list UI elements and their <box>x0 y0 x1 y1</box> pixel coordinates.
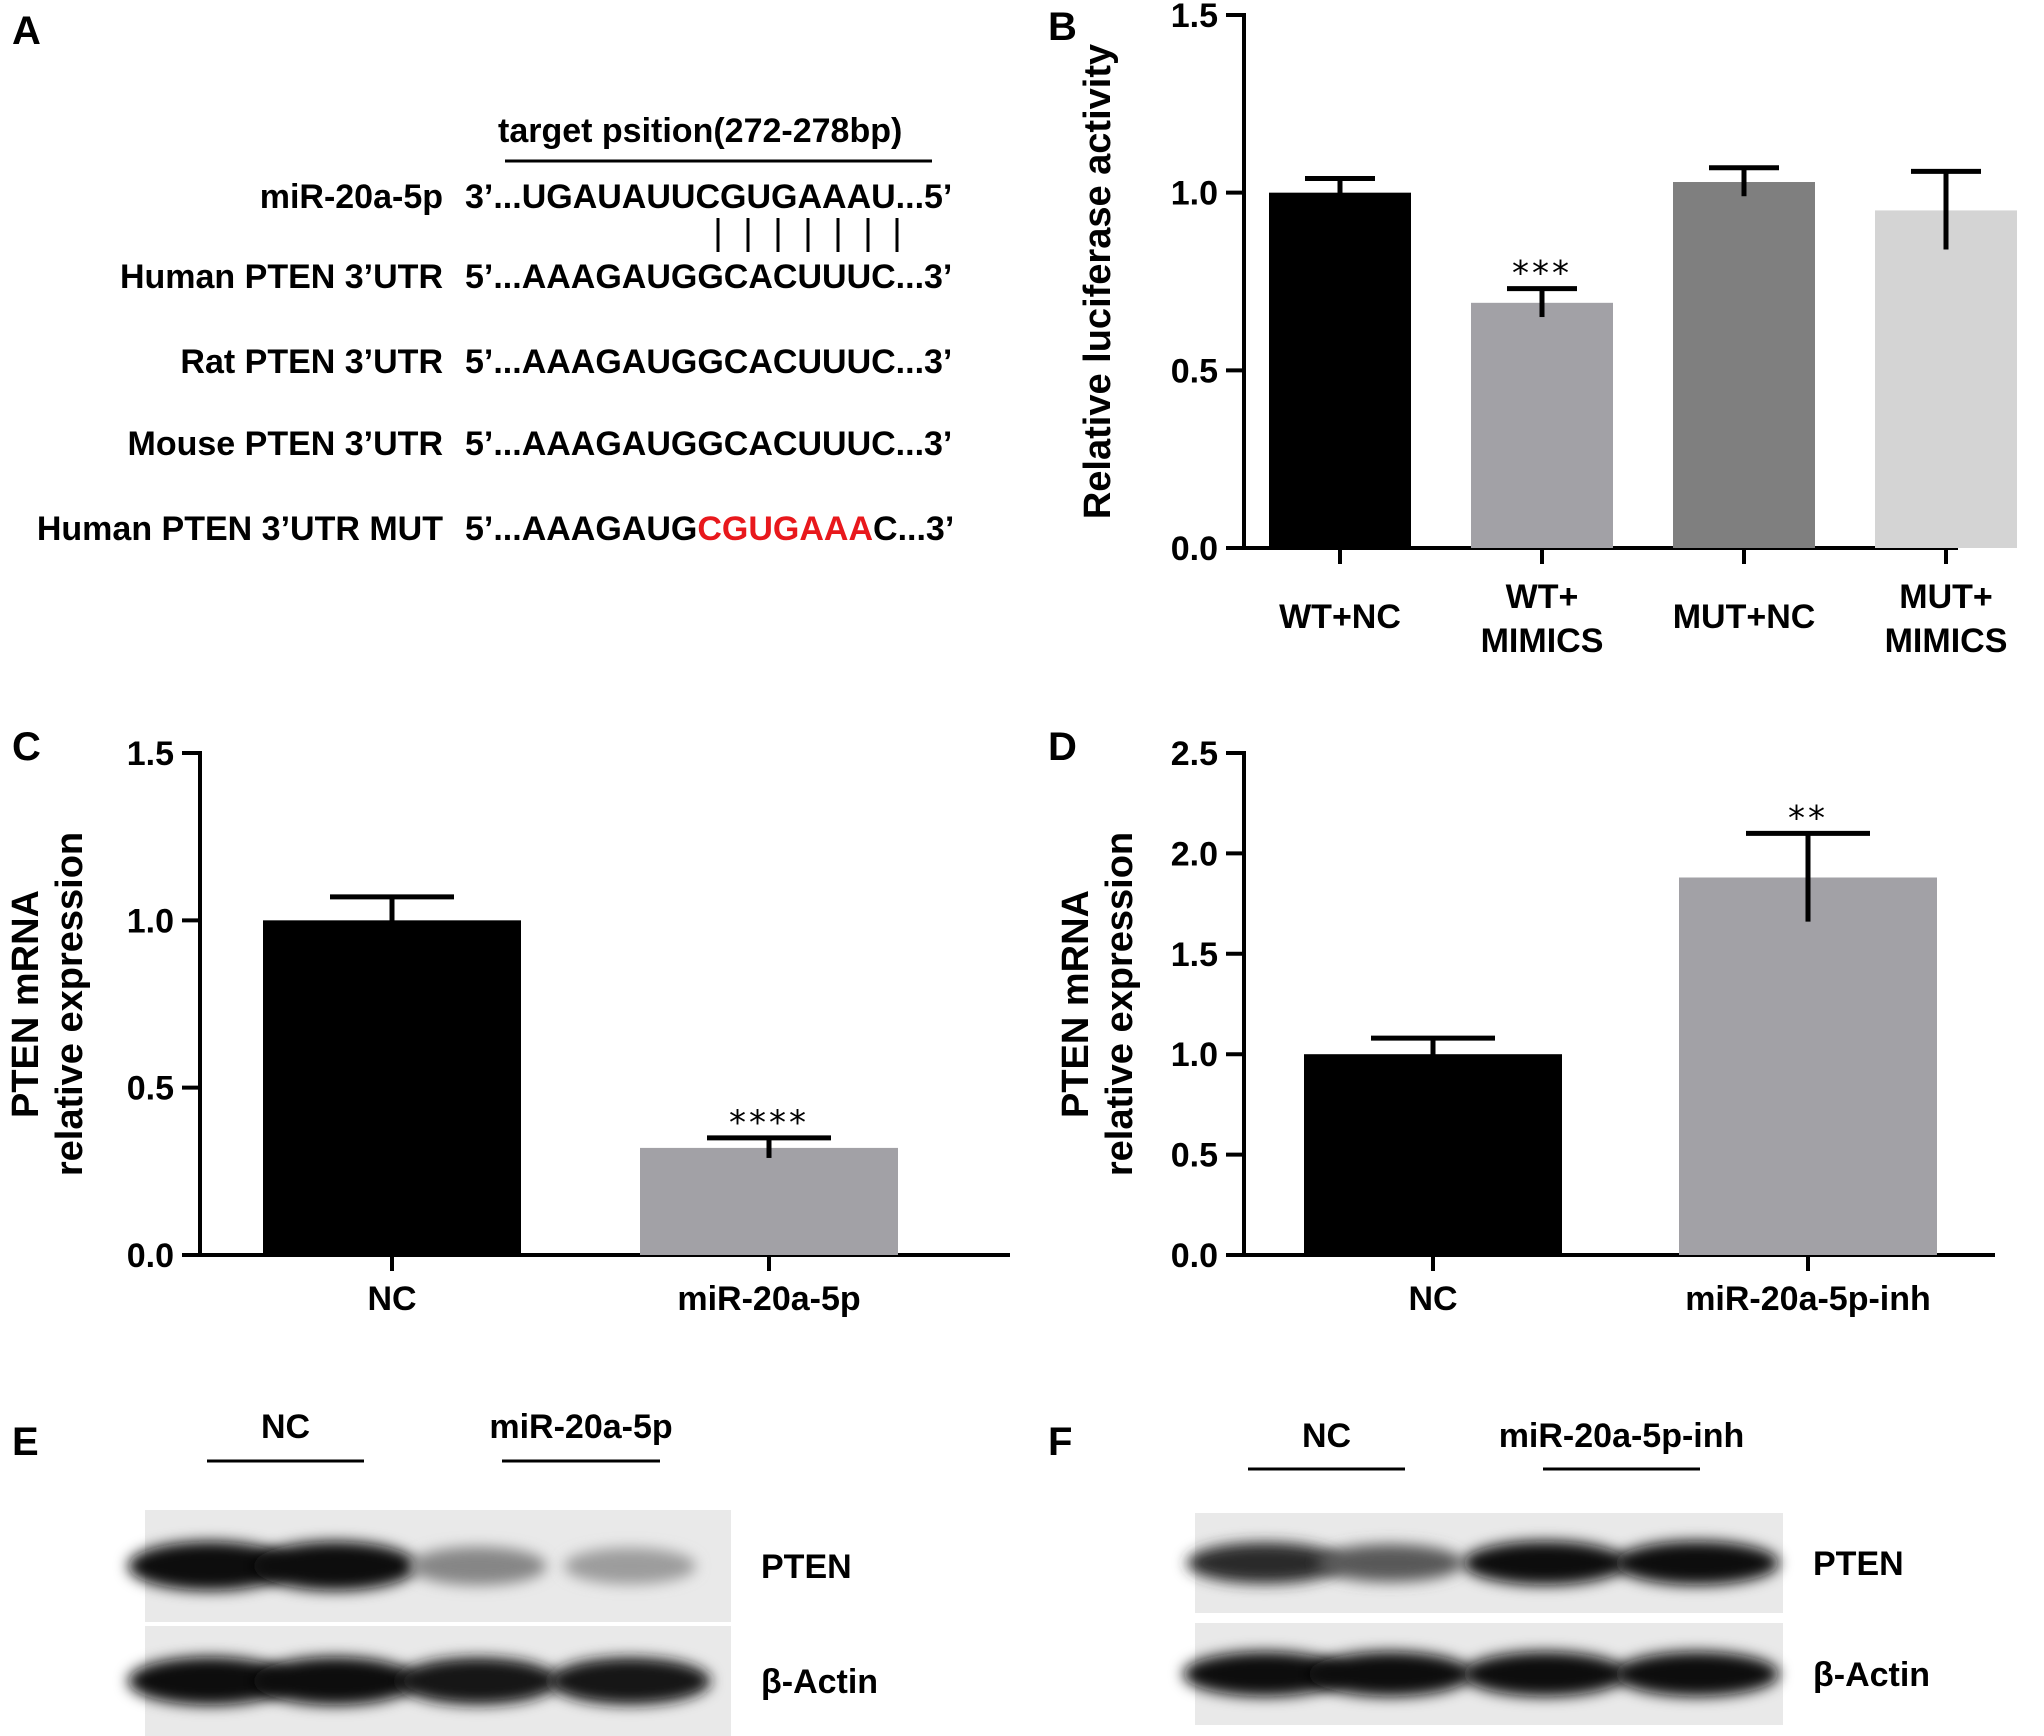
y-tick-label: 2.0 <box>1171 835 1218 873</box>
mutated-bases: CGUGAAA <box>697 510 873 548</box>
bar <box>640 1147 898 1255</box>
blot-band <box>128 1656 292 1706</box>
row-seq-mouse: 5’...AAAGAUGGCACUUUC...3’ <box>465 425 952 463</box>
bar <box>1679 877 1937 1255</box>
y-tick-label: 0.0 <box>1171 530 1218 568</box>
blot-band <box>1615 1541 1779 1585</box>
y-tick-label: 1.0 <box>127 902 174 940</box>
y-tick-label: 0.5 <box>127 1070 174 1108</box>
category-label: WT+NC <box>1279 598 1401 636</box>
blot-band-label: PTEN <box>761 1548 852 1586</box>
blot-group-label: NC <box>261 1408 310 1446</box>
y-axis-label: Relative luciferase activity <box>1077 44 1119 519</box>
chart-b-luciferase: 0.0 0.5 1.0 1.5 Relative luciferase activity… <box>1077 0 2017 660</box>
row-seq-human: 5’...AAAGAUGGCACUUUC...3’ <box>465 258 952 296</box>
row-seq-rat: 5’...AAAGAUGGCACUUUC...3’ <box>465 343 952 381</box>
panel-letter-c: C <box>12 725 41 769</box>
significance-marker: *** <box>1512 254 1572 294</box>
panel-a-sequence-alignment: target psition(272-278bp) miR-20a-5p 3’.… <box>37 112 954 548</box>
category-label: NC <box>367 1280 416 1318</box>
y-tick-label: 0.5 <box>1171 352 1218 390</box>
panel-letter-f: F <box>1048 1420 1072 1464</box>
blot-band <box>549 1657 711 1705</box>
blot-band <box>1316 1544 1464 1582</box>
y-axis-label: relative expression <box>1099 832 1141 1176</box>
row-name-human: Human PTEN 3’UTR <box>120 258 443 296</box>
target-position-label: target psition(272-278bp) <box>498 112 902 150</box>
blot-band <box>397 1657 559 1705</box>
y-tick-label: 1.5 <box>1171 936 1218 974</box>
blot-band-label: β-Actin <box>761 1663 878 1701</box>
y-tick-label: 1.5 <box>127 735 174 773</box>
panel-letter-b: B <box>1048 5 1077 49</box>
y-tick-label: 2.5 <box>1171 735 1218 773</box>
significance-marker: **** <box>729 1103 809 1143</box>
blot-e: NC miR-20a-5p PTEN β-Actin <box>128 1408 878 1736</box>
blot-band <box>1463 1651 1627 1697</box>
category-label: NC <box>1408 1280 1457 1318</box>
bar <box>1673 182 1815 549</box>
blot-band <box>563 1547 697 1585</box>
chart-c-pten-mrna-mimic: 0.0 0.5 1.0 1.5 PTEN mRNA relative expression… <box>5 735 1010 1318</box>
bar <box>1304 1054 1562 1255</box>
category-label: WT+ <box>1506 578 1579 616</box>
row-name-human-mut: Human PTEN 3’UTR MUT <box>37 510 443 548</box>
blot-group-label: miR-20a-5p <box>489 1408 672 1446</box>
y-tick-label: 0.0 <box>1171 1237 1218 1275</box>
blot-band-label: β-Actin <box>1813 1656 1930 1694</box>
bar <box>1269 192 1411 548</box>
row-name-mir20a: miR-20a-5p <box>260 178 443 216</box>
blot-band <box>1186 1542 1344 1584</box>
chart-d-pten-mrna-inhibitor: 0.0 0.5 1.0 1.5 2.0 2.5 PTEN mRNA relative expr… <box>1055 735 1995 1318</box>
y-tick-label: 1.0 <box>1171 1036 1218 1074</box>
blot-f: NC miR-20a-5p-inh PTEN β-Actin <box>1183 1417 1930 1725</box>
blot-band <box>253 1541 417 1591</box>
row-seq-human-mut: 5’...AAAGAUGCGUGAAAC...3’ <box>465 510 954 548</box>
blot-group-label: NC <box>1302 1417 1351 1455</box>
y-axis-label: relative expression <box>49 832 91 1176</box>
base-pairing-lines <box>716 218 899 252</box>
bar <box>1875 210 2017 548</box>
blot-band <box>128 1541 292 1591</box>
blot-band <box>1463 1541 1627 1585</box>
blot-band <box>1615 1651 1779 1697</box>
blot-band <box>409 1546 547 1586</box>
blot-band <box>253 1656 417 1706</box>
blot-band <box>1308 1651 1472 1697</box>
blot-band-label: PTEN <box>1813 1545 1904 1583</box>
row-name-rat: Rat PTEN 3’UTR <box>180 343 443 381</box>
panel-letter-e: E <box>12 1420 39 1464</box>
row-seq-mir20a: 3’...UGAUAUUCGUGAAAU...5’ <box>465 178 952 216</box>
category-label: MIMICS <box>1885 622 2008 660</box>
category-label: MIMICS <box>1481 622 1604 660</box>
y-axis-label: PTEN mRNA <box>1055 890 1097 1118</box>
panel-letter-a: A <box>12 9 41 53</box>
category-label: miR-20a-5p-inh <box>1685 1280 1931 1318</box>
blot-band <box>1183 1651 1347 1697</box>
category-label: MUT+ <box>1899 578 1993 616</box>
significance-marker: ** <box>1788 798 1828 838</box>
y-tick-label: 1.0 <box>1171 175 1218 213</box>
category-label: miR-20a-5p <box>677 1280 860 1318</box>
category-label: MUT+NC <box>1673 598 1816 636</box>
blot-group-label: miR-20a-5p-inh <box>1499 1417 1745 1455</box>
y-axis-label: PTEN mRNA <box>5 890 47 1118</box>
y-tick-label: 0.5 <box>1171 1137 1218 1175</box>
bar <box>263 920 521 1255</box>
row-name-mouse: Mouse PTEN 3’UTR <box>128 425 444 463</box>
panel-letter-d: D <box>1048 725 1077 769</box>
y-tick-label: 0.0 <box>127 1237 174 1275</box>
y-tick-label: 1.5 <box>1171 0 1218 35</box>
bar <box>1471 302 1613 548</box>
